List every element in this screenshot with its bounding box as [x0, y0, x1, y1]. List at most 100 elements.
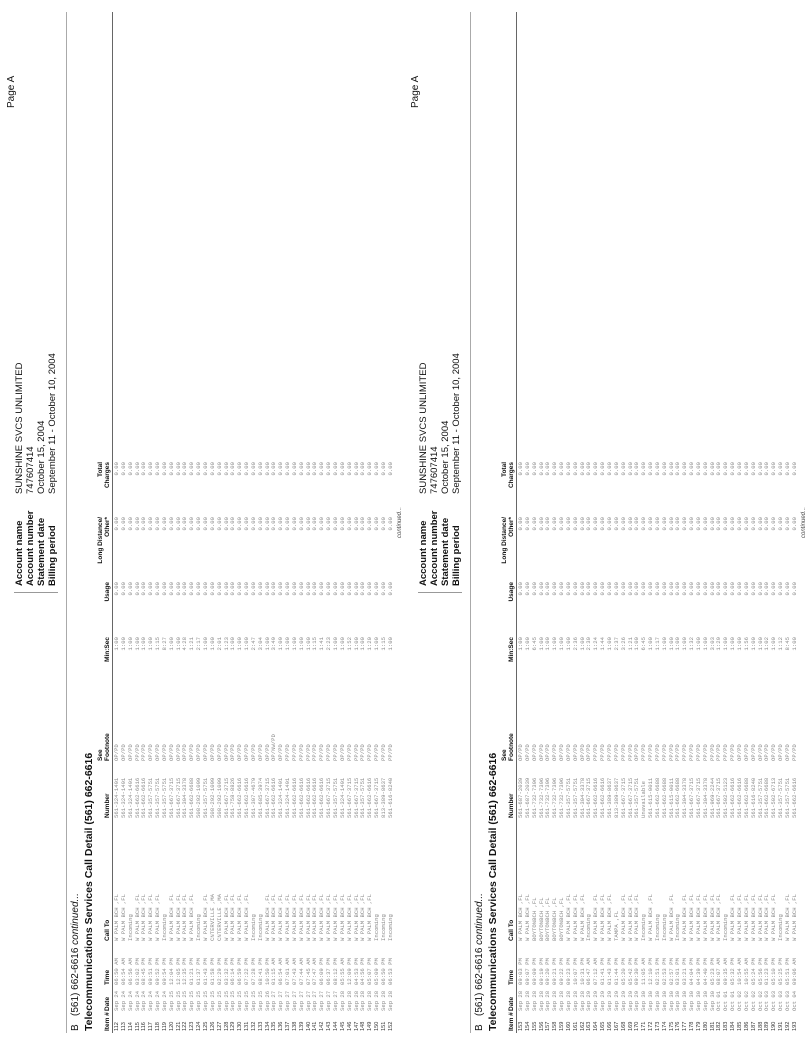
cell-item-number: 171: [641, 1021, 648, 1031]
cell-item-number: 148: [360, 1021, 367, 1031]
cell-item-number: 119: [161, 1022, 168, 1031]
cell-item-number: 152: [387, 1021, 394, 1031]
cell-item-number: 162: [579, 1021, 586, 1031]
section-letter: B: [70, 1024, 81, 1031]
column-header-min-sec: Min:Sec: [104, 637, 111, 662]
column-header-call-to: Call To: [508, 919, 515, 941]
column-header-total-charges: Total Charges: [97, 462, 111, 489]
cell-item-number: 192: [784, 1021, 791, 1031]
column-header-item-number: Item #: [104, 1012, 111, 1031]
cell-item-number: 177: [682, 1021, 689, 1031]
cell-item-number: 136: [278, 1021, 285, 1031]
cell-item-number: 114: [127, 1022, 134, 1031]
cell-item-number: 188: [757, 1021, 764, 1031]
cell-item-number: 133: [257, 1021, 264, 1031]
account-value: September 11 - October 10, 2004: [451, 353, 462, 494]
account-value: October 15, 2004: [440, 420, 451, 494]
cell-item-number: 117: [148, 1022, 155, 1031]
cell-total-charges: 0.00: [790, 462, 798, 476]
section-heading: B (561) 662-6616 continued...: [474, 893, 485, 1031]
cell-item-number: 160: [565, 1021, 572, 1031]
cell-item-number: 112: [114, 1022, 120, 1031]
account-row: Account name SUNSHINE SVCS UNLIMITED: [14, 353, 25, 586]
cell-item-number: 122: [182, 1021, 189, 1031]
divider: [66, 12, 67, 1033]
cell-item-number: 176: [675, 1021, 682, 1031]
cell-item-number: 140: [305, 1021, 312, 1031]
cell-item-number: 180: [702, 1021, 709, 1031]
page-label: Page A: [410, 75, 421, 108]
divider: [470, 12, 471, 1033]
cell-item-number: 155: [531, 1021, 538, 1031]
cell-min-sec: 1:00: [790, 637, 798, 651]
cell-usage: 0.00: [386, 582, 394, 596]
account-value: 747607414: [25, 446, 36, 494]
column-header-number: Number: [104, 793, 111, 818]
cell-item-number: 115: [134, 1022, 141, 1031]
column-header-long-distance: Long Distance/ Other*: [97, 517, 111, 564]
account-row: Statement date October 15, 2004: [440, 353, 451, 586]
cell-item-number: 118: [155, 1022, 162, 1031]
column-header-long-distance: Long Distance/ Other*: [501, 517, 515, 564]
cell-time: 06:53 PM: [386, 958, 394, 985]
table-header: Item # Date Time Call To Number See Footnote M…: [500, 12, 517, 1033]
cell-item-number: 185: [737, 1021, 743, 1031]
column-header-date: Date: [104, 996, 111, 1011]
cell-item-number: 126: [209, 1021, 216, 1031]
page-title: Telecommunications Services Call Detail …: [487, 752, 499, 1031]
account-label: Account name: [14, 520, 25, 586]
cell-item-number: 169: [627, 1021, 634, 1031]
account-label: Statement date: [440, 517, 451, 586]
cell-item-number: 158: [552, 1021, 559, 1031]
account-info: Account name SUNSHINE SVCS UNLIMITED Accou…: [14, 353, 58, 593]
cell-item-number: 178: [689, 1021, 696, 1031]
column-header-time: Time: [508, 969, 515, 985]
cell-item-number: 186: [743, 1021, 750, 1031]
cell-item-number: 190: [771, 1021, 778, 1031]
cell-item-number: 113: [120, 1022, 127, 1031]
section-continued: continued...: [474, 893, 485, 945]
cell-item-number: 170: [634, 1021, 641, 1031]
cell-item-number: 131: [244, 1021, 251, 1031]
cell-number: 561-662-6616: [790, 777, 798, 818]
account-label: Billing period: [47, 525, 58, 586]
account-value: October 15, 2004: [36, 420, 47, 494]
cell-long-distance: 0.00: [386, 517, 394, 531]
section-continued: continued...: [70, 893, 81, 945]
page-label: Page A: [6, 75, 17, 108]
cell-item-number: 159: [559, 1021, 566, 1031]
cell-item-number: 193: [791, 1021, 798, 1031]
cell-item-number: 168: [620, 1021, 627, 1031]
cell-item-number: 179: [695, 1021, 702, 1031]
page-title: Telecommunications Services Call Detail …: [83, 752, 95, 1031]
cell-item-number: 161: [572, 1021, 579, 1031]
cell-item-number: 157: [545, 1021, 552, 1031]
table-header: Item # Date Time Call To Number See Footnote M…: [96, 12, 113, 1033]
statement-page: Page A Account name SUNSHINE SVCS UNLIMITE…: [0, 0, 404, 1043]
cell-total-charges: 0.00: [386, 462, 394, 476]
cell-item-number: 130: [237, 1021, 244, 1031]
column-header-min-sec: Min:Sec: [508, 637, 515, 662]
continued-note: continued...: [801, 506, 807, 538]
section-letter: B: [474, 1024, 485, 1031]
cell-item-number: 175: [668, 1021, 675, 1031]
cell-item-number: 144: [333, 1021, 339, 1031]
call-detail-table: 153 Sep 28 09:03 PM W PALM BCH ,FL 561-687-2…: [517, 12, 799, 1033]
section-phone: (561) 662-6616: [474, 947, 485, 1016]
account-row: Account name SUNSHINE SVCS UNLIMITED: [418, 353, 429, 586]
account-row: Account number 747607414: [25, 353, 36, 586]
account-label: Account number: [429, 510, 440, 586]
cell-item-number: 181: [709, 1021, 716, 1031]
cell-number: 561-616-8240: [386, 777, 394, 818]
cell-footnote: PP/PD: [386, 744, 394, 761]
cell-item-number: 147: [353, 1021, 360, 1031]
cell-item-number: 116: [141, 1022, 148, 1031]
cell-date: Sep 28: [386, 990, 394, 1011]
cell-item-number: 173: [654, 1021, 661, 1031]
cell-item-number: 165: [600, 1021, 607, 1031]
column-header-usage: Usage: [508, 582, 515, 602]
cell-item-number: 137: [285, 1021, 292, 1031]
table-row: 152 Sep 28 06:53 PM Incoming 561-616-8240 PP/…: [386, 12, 395, 1033]
account-row: Statement date October 15, 2004: [36, 353, 47, 586]
column-header-call-to: Call To: [104, 919, 111, 941]
